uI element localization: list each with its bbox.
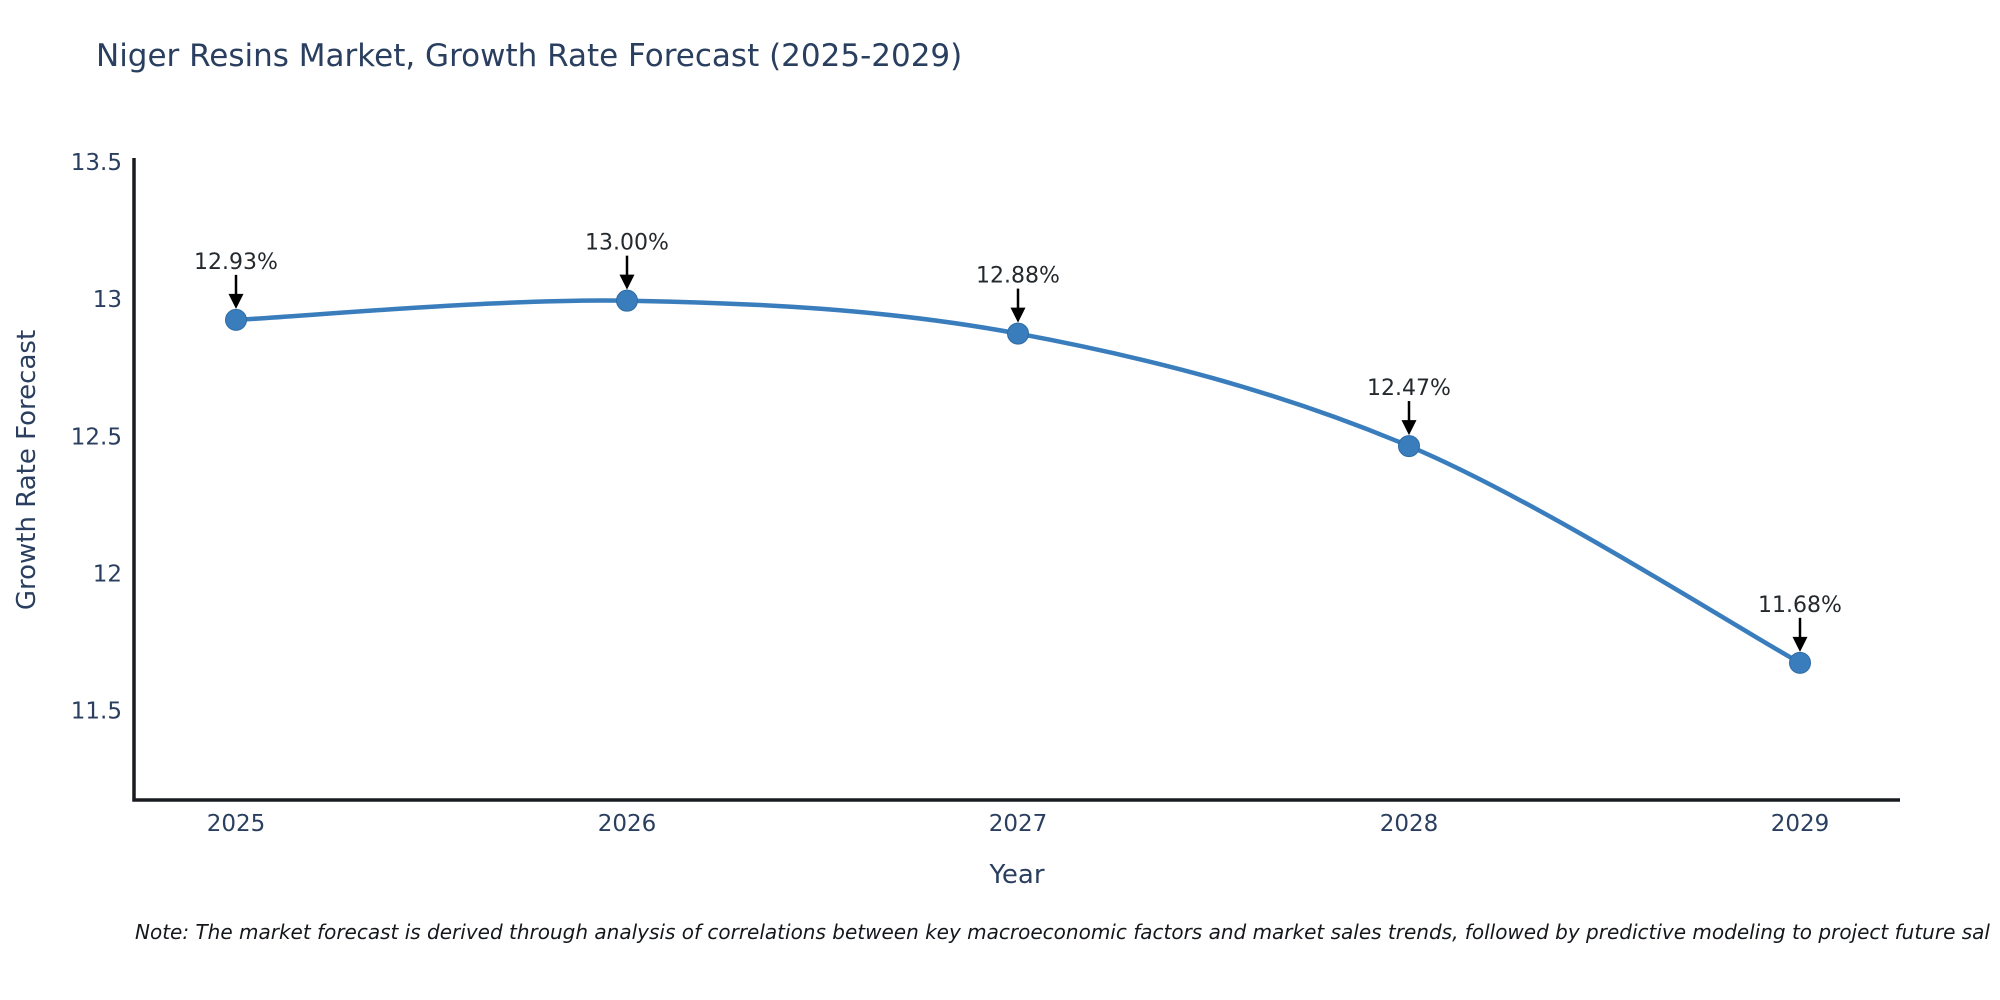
- data-point-2029: [1789, 651, 1811, 674]
- y-tick-label: 13: [93, 287, 122, 313]
- footnote: Note: The market forecast is derived thr…: [135, 920, 1990, 944]
- annotation-arrowhead-icon: [1010, 307, 1026, 323]
- x-tick-label: 2025: [207, 811, 266, 837]
- data-point-2025: [225, 308, 247, 331]
- x-tick-label: 2026: [598, 811, 657, 837]
- data-point-2028: [1398, 435, 1420, 458]
- data-label: 12.88%: [976, 264, 1060, 289]
- y-tick-label: 12.5: [71, 424, 122, 450]
- x-axis-title: Year: [989, 860, 1045, 890]
- data-label: 13.00%: [585, 231, 669, 256]
- series-line: [233, 298, 1803, 666]
- data-label: 12.47%: [1367, 376, 1451, 401]
- x-tick-label: 2027: [989, 811, 1048, 837]
- data-label: 11.68%: [1758, 593, 1842, 618]
- x-tick-label: 2028: [1380, 811, 1439, 837]
- y-tick-label: 13.5: [71, 150, 122, 176]
- annotation-arrowhead-icon: [619, 274, 635, 290]
- y-tick-label: 11.5: [71, 699, 122, 725]
- annotation-arrowhead-icon: [228, 293, 244, 309]
- annotation-arrowhead-icon: [1792, 636, 1808, 652]
- y-tick-label: 12: [93, 562, 122, 588]
- axis-lines: [132, 158, 1900, 802]
- data-point-2027: [1007, 322, 1029, 345]
- data-label: 12.93%: [194, 250, 278, 275]
- chart-title: Niger Resins Market, Growth Rate Forecas…: [96, 38, 963, 74]
- data-point-2026: [616, 289, 638, 312]
- annotation-arrowhead-icon: [1401, 420, 1417, 436]
- x-tick-label: 2029: [1771, 811, 1830, 837]
